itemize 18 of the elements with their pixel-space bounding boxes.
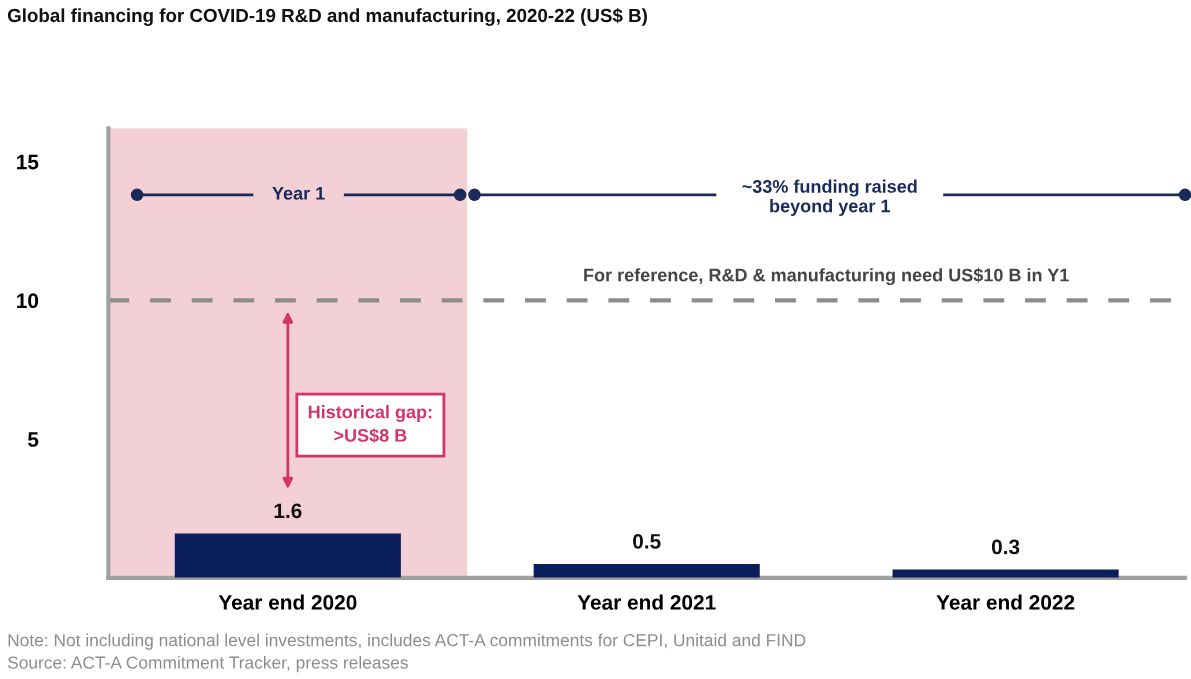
data-label: 1.6	[274, 503, 302, 519]
annotation: ~33% funding raised beyond year 1	[742, 179, 917, 216]
x-tick-label: Year end 2020	[218, 594, 357, 610]
bar	[533, 563, 760, 578]
x-tick-label: Year end 2022	[936, 594, 1075, 610]
y-tick-label: 10	[17, 293, 39, 309]
source-note: Source: ACT-A Commitment Tracker, press releases	[7, 655, 408, 673]
annotation: Year 1	[272, 187, 325, 200]
data-label: 0.3	[991, 539, 1020, 555]
data-label: 0.5	[633, 533, 661, 549]
annotation: Historical gap: >US$8 B	[308, 405, 432, 443]
y-tick-label: 15	[17, 154, 39, 170]
chart-title: Global financing for COVID-19 R&D and manufacturing, 2020-22 (US$ B)	[7, 8, 647, 26]
bar	[174, 533, 401, 578]
y-tick-label: 5	[27, 432, 39, 447]
text: Note: Not including national level investments, includes ACT-A commitments for CEPI, Unitaid and FIND	[8, 633, 806, 650]
ref-line-label: For reference, R&D & manufacturing need US$10 B in Y1	[584, 267, 1069, 286]
x-tick-label: Year end 2021	[577, 594, 716, 610]
